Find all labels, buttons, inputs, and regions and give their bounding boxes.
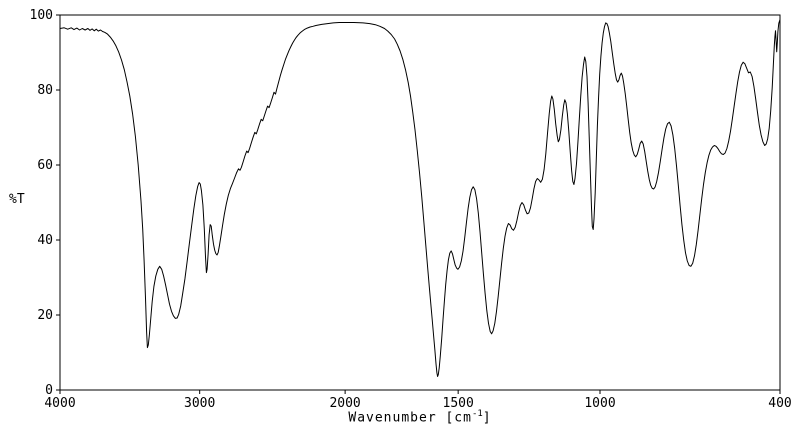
x-tick-label: 1000 — [584, 396, 615, 411]
x-tick-label: 1500 — [443, 396, 474, 411]
y-axis-label: %T — [9, 192, 25, 207]
x-axis-label: Wavenumber [cm-1] — [60, 409, 780, 425]
x-axis-label-text: Wavenumber [cm — [348, 410, 472, 426]
y-tick-label: 60 — [37, 158, 53, 173]
y-tick-label: 100 — [30, 8, 53, 23]
x-tick-label: 2000 — [329, 396, 360, 411]
y-tick-label: 80 — [37, 83, 53, 98]
x-tick-label: 400 — [768, 396, 791, 411]
x-axis-label-superscript: -1 — [471, 409, 483, 419]
y-tick-label: 0 — [45, 383, 53, 398]
x-tick-label: 3000 — [184, 396, 215, 411]
x-tick-label: 4000 — [44, 396, 75, 411]
spectrum-trace — [59, 19, 781, 377]
x-axis-label-bracket: ] — [482, 410, 492, 426]
plot-frame — [59, 14, 781, 391]
y-tick-label: 20 — [37, 308, 53, 323]
y-tick-label: 40 — [37, 233, 53, 248]
